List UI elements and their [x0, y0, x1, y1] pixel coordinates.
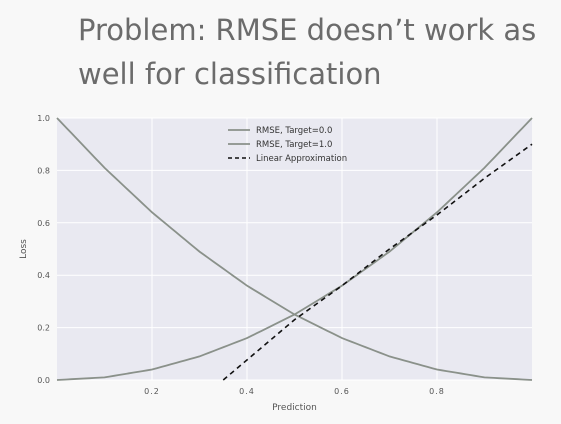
legend-label-1: RMSE, Target=0.0 [256, 126, 332, 136]
x-axis-label: Prediction [272, 403, 317, 413]
y-tick-label: 0.6 [37, 219, 50, 228]
legend-label-2: RMSE, Target=1.0 [256, 140, 332, 150]
tick-labels: 0.2 0.4 0.6 0.8 0.0 0.2 0.4 0.6 0.8 1.0 [37, 114, 445, 396]
y-tick-label: 0.4 [37, 271, 50, 280]
grid-lines [57, 117, 532, 381]
slide-title: Problem: RMSE doesn’t work as well for c… [78, 8, 548, 96]
y-tick-label: 1.0 [37, 114, 50, 123]
x-tick-label: 0.8 [429, 387, 445, 396]
y-tick-label: 0.8 [37, 166, 50, 175]
x-tick-label: 0.2 [144, 387, 160, 396]
slide-title-line-2: well for classification [78, 57, 382, 91]
x-tick-label: 0.6 [334, 387, 350, 396]
series-line-2 [56, 117, 533, 381]
plot-area [57, 118, 532, 380]
legend: RMSE, Target=0.0 RMSE, Target=1.0 Linear A… [228, 126, 347, 164]
y-axis-label: Loss [19, 239, 29, 259]
x-tick-label: 0.4 [239, 387, 255, 396]
series-line-3 [222, 143, 533, 381]
slide-title-line-1: Problem: RMSE doesn’t work as [78, 13, 537, 47]
legend-label-3: Linear Approximation [256, 154, 347, 164]
series-lines [56, 117, 533, 381]
y-tick-label: 0.0 [37, 376, 50, 385]
y-tick-label: 0.2 [37, 324, 50, 333]
